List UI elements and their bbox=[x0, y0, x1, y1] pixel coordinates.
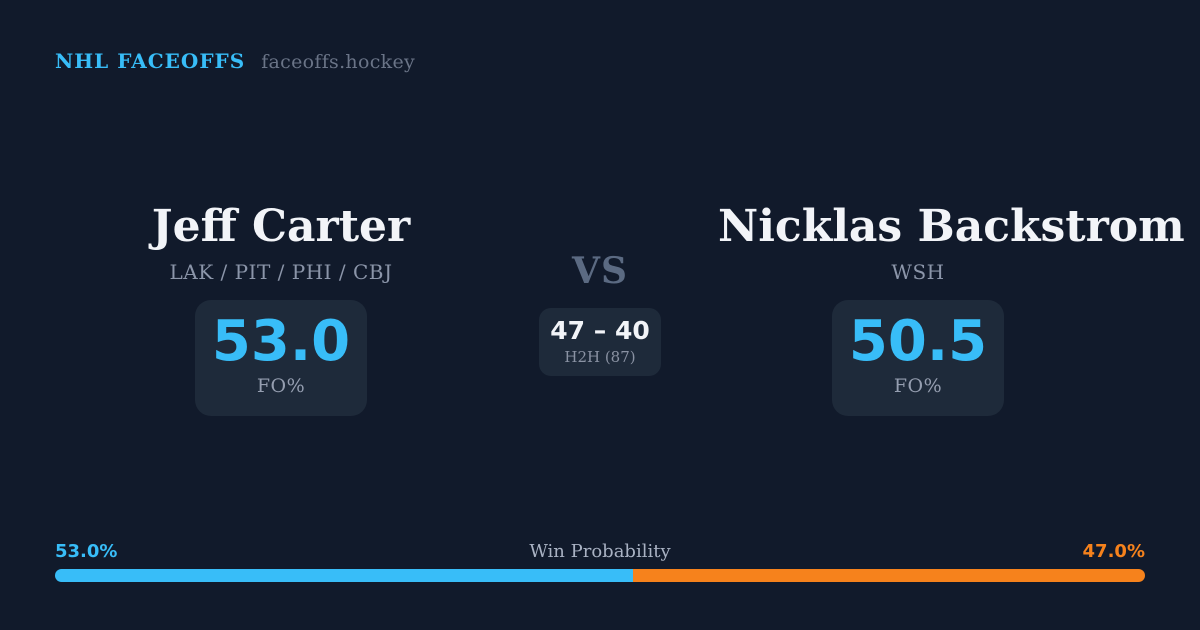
site-url: faceoffs.hockey bbox=[261, 51, 416, 73]
win-probability-bar bbox=[55, 569, 1145, 582]
h2h-card: 47 – 40 H2H (87) bbox=[539, 308, 661, 376]
player-left-stat-card: 53.0 FO% bbox=[195, 300, 367, 417]
player-left-name: Jeff Carter bbox=[151, 201, 411, 252]
header: NHL FACEOFFS faceoffs.hockey bbox=[55, 49, 415, 73]
win-prob-right-value: 47.0% bbox=[1082, 541, 1145, 562]
win-bar-left-fill bbox=[55, 569, 633, 582]
player-right-section: Nicklas Backstrom WSH 50.5 FO% bbox=[718, 201, 1185, 417]
win-probability-labels: 53.0% Win Probability 47.0% bbox=[55, 541, 1145, 562]
vs-label: VS bbox=[572, 250, 628, 292]
h2h-score: 47 – 40 bbox=[550, 316, 650, 345]
win-prob-left-value: 53.0% bbox=[55, 541, 118, 562]
player-left-stat-value: 53.0 bbox=[211, 309, 351, 375]
player-left-teams: LAK / PIT / PHI / CBJ bbox=[169, 260, 393, 285]
versus-section: VS 47 – 40 H2H (87) bbox=[520, 253, 680, 376]
player-right-stat-label: FO% bbox=[893, 375, 943, 398]
h2h-label: H2H (87) bbox=[564, 347, 636, 366]
player-left-stat-label: FO% bbox=[256, 375, 306, 398]
win-prob-title: Win Probability bbox=[529, 541, 671, 562]
brand-title: NHL FACEOFFS bbox=[55, 49, 246, 73]
player-left-section: Jeff Carter LAK / PIT / PHI / CBJ 53.0 F… bbox=[81, 201, 481, 417]
player-right-stat-value: 50.5 bbox=[848, 309, 988, 375]
win-bar-right-fill bbox=[632, 569, 1145, 582]
player-right-teams: WSH bbox=[891, 260, 945, 285]
player-right-name: Nicklas Backstrom bbox=[718, 201, 1185, 252]
player-right-stat-card: 50.5 FO% bbox=[832, 300, 1004, 417]
